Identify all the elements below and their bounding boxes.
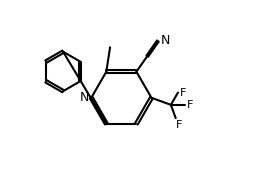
Text: F: F	[187, 100, 193, 110]
Text: N: N	[80, 91, 89, 104]
Text: F: F	[176, 120, 182, 130]
Text: N: N	[161, 34, 170, 47]
Text: F: F	[180, 88, 186, 98]
